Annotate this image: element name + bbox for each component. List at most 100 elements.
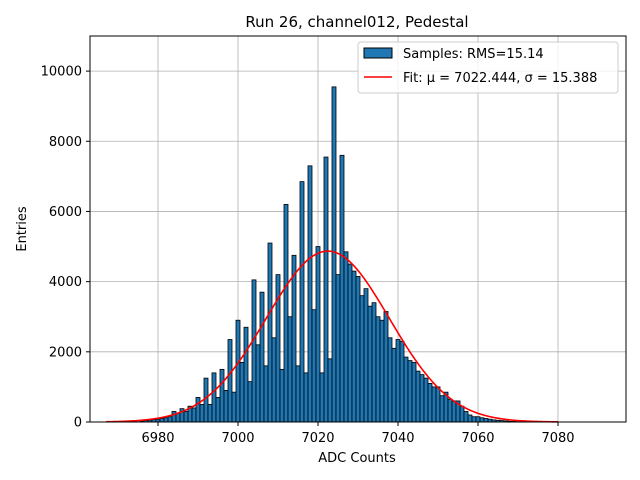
histogram-bar — [335, 274, 341, 423]
histogram-bar — [263, 365, 269, 423]
histogram-bar — [447, 398, 453, 423]
histogram-bar — [235, 319, 241, 423]
histogram-bar — [375, 316, 381, 423]
histogram-bar — [159, 418, 165, 423]
histogram-bar — [451, 400, 457, 423]
histogram-bar — [431, 386, 437, 423]
histogram-bar — [343, 251, 349, 423]
histogram-bar — [355, 275, 361, 423]
histogram-bar — [463, 411, 469, 423]
histogram-bar — [283, 204, 289, 423]
histogram-bar — [175, 412, 181, 423]
y-axis-ticks: 0 2000 4000 6000 8000 10000 — [41, 65, 90, 431]
histogram-bar — [303, 372, 309, 423]
histogram-bar — [415, 370, 421, 423]
histogram-bar — [247, 381, 253, 423]
histogram-bar — [479, 417, 485, 423]
histogram-bar — [483, 418, 489, 423]
legend-swatch-samples — [363, 47, 393, 59]
x-tick-label: 7080 — [541, 431, 574, 446]
x-tick-label: 7000 — [221, 431, 254, 446]
histogram-bar — [395, 339, 401, 423]
histogram-bar — [295, 365, 301, 423]
histogram-bar — [255, 344, 261, 423]
histogram-bar — [299, 181, 305, 423]
histogram-bar — [319, 372, 325, 423]
y-tick-label: 8000 — [49, 135, 82, 150]
histogram-bar — [383, 311, 389, 423]
histogram-bar — [251, 279, 257, 423]
histogram-bar — [231, 391, 237, 423]
histogram-bar — [459, 405, 465, 423]
histogram-bar — [331, 86, 337, 423]
histogram-bar — [223, 390, 229, 423]
y-tick-label: 4000 — [49, 275, 82, 290]
histogram-bar — [435, 386, 441, 423]
histogram-bar — [471, 416, 477, 423]
legend-box — [357, 41, 619, 94]
histogram-bar — [359, 295, 365, 423]
histogram-bar — [259, 291, 265, 423]
histogram-bar — [239, 361, 245, 423]
histogram-bar — [291, 254, 297, 423]
grid-lines — [90, 36, 626, 423]
histogram-bar — [407, 360, 413, 423]
histogram-bar — [183, 411, 189, 423]
histogram-bar — [211, 372, 217, 423]
histogram-bar — [347, 263, 353, 423]
histogram-bar — [287, 316, 293, 423]
histogram-bar — [391, 347, 397, 423]
histogram-bar — [195, 397, 201, 423]
histogram-bar — [367, 305, 373, 423]
fit-curve-line — [105, 250, 559, 423]
legend: Samples: RMS=15.14 Fit: μ = 7022.444, σ … — [357, 41, 619, 94]
histogram-bar — [203, 377, 209, 423]
histogram-bar — [323, 156, 329, 423]
y-tick-label: 6000 — [49, 205, 82, 220]
histogram-bar — [227, 339, 233, 423]
histogram-bar — [363, 288, 369, 423]
x-axis-label: ADC Counts — [318, 451, 396, 466]
histogram-bar — [419, 374, 425, 423]
histogram-bar — [423, 377, 429, 423]
histogram-bar — [191, 407, 197, 423]
histogram-bar — [315, 246, 321, 423]
x-tick-label: 7020 — [301, 431, 334, 446]
histogram-bar — [219, 368, 225, 423]
plot-frame — [89, 35, 627, 423]
histogram-bar — [215, 397, 221, 423]
histogram-bar — [199, 404, 205, 423]
histogram-bar — [207, 404, 213, 423]
histogram-bar — [243, 326, 249, 423]
x-tick-label: 7040 — [381, 431, 414, 446]
chart-title: Run 26, channel012, Pedestal — [245, 13, 468, 31]
histogram-bar — [427, 382, 433, 423]
histogram-bar — [379, 319, 385, 423]
x-axis-ticks: 6980 7000 7020 7040 7060 7080 — [141, 422, 575, 446]
histogram-bar — [311, 309, 317, 423]
histogram-bar — [411, 361, 417, 423]
x-tick-label: 7060 — [461, 431, 494, 446]
histogram-bar — [467, 414, 473, 423]
histogram-bar — [371, 302, 377, 423]
histogram-bar — [163, 417, 169, 423]
y-tick-label: 2000 — [49, 345, 82, 360]
legend-label-samples: Samples: RMS=15.14 — [403, 47, 544, 62]
histogram-bar — [351, 270, 357, 423]
y-axis-label: Entries — [15, 206, 30, 252]
histogram-bar — [327, 358, 333, 423]
histogram-bar — [267, 242, 273, 423]
histogram-bar — [271, 337, 277, 423]
histogram-bar — [307, 165, 313, 423]
histogram-bar — [475, 416, 481, 423]
x-tick-label: 6980 — [141, 431, 174, 446]
histogram-bar — [439, 395, 445, 423]
histogram-bar — [171, 411, 177, 423]
histogram-bar — [167, 416, 173, 423]
histogram-bar — [339, 154, 345, 423]
histogram-bar — [399, 340, 405, 423]
histogram-bars — [139, 86, 521, 423]
y-tick-label: 10000 — [41, 65, 82, 80]
y-tick-label: 0 — [74, 416, 82, 431]
